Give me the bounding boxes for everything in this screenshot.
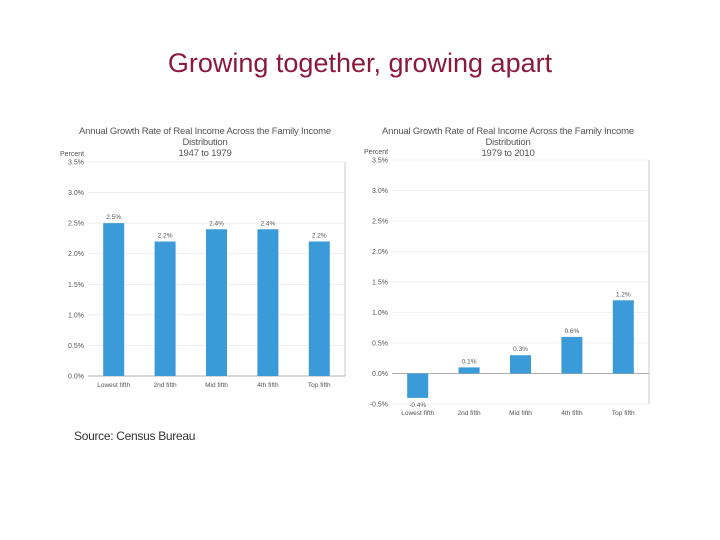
- y-tick-label: 1.0%: [68, 312, 84, 319]
- x-tick-label: 2nd fifth: [458, 410, 482, 417]
- y-tick-label: 1.5%: [68, 282, 84, 289]
- y-tick-label: 1.0%: [372, 310, 388, 317]
- y-tick-label: 3.0%: [68, 190, 84, 197]
- y-tick-label: 2.0%: [68, 251, 84, 258]
- bar: [206, 229, 227, 376]
- y-tick-label: 3.0%: [372, 188, 388, 195]
- bar: [458, 367, 480, 374]
- chart-subtitle: 1979 to 2010: [481, 148, 535, 159]
- chart-title-main: Annual Growth Rate of Real Income Across…: [79, 126, 331, 148]
- x-tick-label: Top fifth: [308, 382, 331, 389]
- chart-plot-1947-1979: Percent 0.0% 0.5% 1.0% 1.5% 2.0% 2.5% 3.0% 3.5% 2…: [60, 151, 346, 389]
- y-tick-label: -0.5%: [370, 402, 388, 409]
- data-label: 1.2%: [616, 291, 631, 298]
- y-tick-label: 3.5%: [372, 158, 388, 165]
- y-tick-label: 1.5%: [372, 280, 388, 287]
- x-tick-label: Mid fifth: [205, 382, 228, 389]
- y-axis-label: Percent: [364, 149, 388, 156]
- x-tick-label: 4th fifth: [561, 410, 583, 417]
- bar: [103, 223, 125, 376]
- data-label: 2.2%: [312, 232, 327, 239]
- bar: [407, 373, 429, 398]
- chart-title-main: Annual Growth Rate of Real Income Across…: [382, 126, 634, 148]
- y-tick-label: 2.5%: [68, 221, 84, 228]
- chart-title: Annual Growth Rate of Real Income Across…: [60, 126, 350, 159]
- chart-subtitle: 1947 to 1979: [178, 148, 232, 159]
- y-tick-label: 2.0%: [372, 249, 388, 256]
- x-tick-label: Lowest fifth: [401, 410, 434, 417]
- data-label: 2.5%: [106, 214, 121, 221]
- chart-title: Annual Growth Rate of Real Income Across…: [362, 126, 654, 159]
- x-tick-label: 4th fifth: [257, 382, 279, 389]
- x-tick-label: Lowest fifth: [97, 382, 130, 389]
- y-axis-label: Percent: [60, 151, 84, 158]
- data-label: 2.2%: [158, 232, 173, 239]
- y-tick-label: 0.0%: [372, 371, 388, 378]
- bar: [257, 229, 279, 376]
- data-label: 0.3%: [513, 346, 528, 353]
- source-note: Source: Census Bureau: [74, 429, 196, 443]
- x-tick-label: Mid fifth: [509, 410, 532, 417]
- y-tick-label: 2.5%: [372, 219, 388, 226]
- bar: [510, 355, 531, 374]
- chart-plot-1979-2010: Percent -0.5% 0.0% 0.5% 1.0% 1.5% 2.0% 2.5% 3.0%…: [364, 149, 650, 417]
- bar: [154, 241, 176, 376]
- chart-1979-2010: Annual Growth Rate of Real Income Across…: [362, 120, 654, 420]
- data-label: 0.1%: [462, 358, 477, 365]
- x-tick-label: 2nd fifth: [154, 382, 178, 389]
- data-label: 0.6%: [564, 328, 579, 335]
- y-tick-label: 0.5%: [68, 343, 84, 350]
- y-tick-label: 0.5%: [372, 341, 388, 348]
- bar: [308, 241, 330, 376]
- data-label: 2.4%: [209, 220, 224, 227]
- bar: [561, 336, 583, 374]
- bar: [612, 300, 634, 374]
- slide-title: Growing together, growing apart: [167, 48, 553, 78]
- data-label: -0.4%: [409, 402, 426, 409]
- data-label: 2.4%: [260, 220, 275, 227]
- x-tick-label: Top fifth: [612, 410, 635, 417]
- chart-1947-1979: Annual Growth Rate of Real Income Across…: [60, 120, 350, 395]
- y-tick-label: 3.5%: [68, 160, 84, 167]
- y-tick-label: 0.0%: [68, 374, 84, 381]
